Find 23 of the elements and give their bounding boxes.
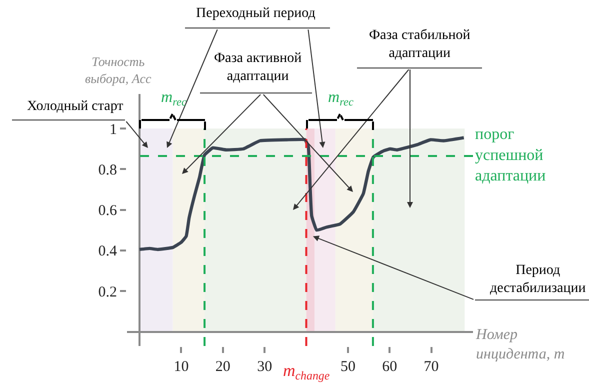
x-tick-label: 50 [340, 359, 356, 375]
text: Холодный старт [27, 99, 124, 114]
annotation: Период дестабилизации [490, 263, 586, 296]
y-tick-label: 0.2 [98, 284, 117, 300]
ref-line-label: порог успешной адаптации [475, 126, 546, 185]
line-series [138, 136, 466, 252]
y-tick-label: 0.6 [98, 203, 118, 220]
y-tick-label: 1 [110, 122, 117, 138]
annotation: m$_{rec}$ [161, 89, 186, 108]
text: Фаза стабильной адаптации [369, 28, 471, 62]
x-tick-label: 10 [174, 359, 189, 375]
x-tick-label: 70 [424, 359, 439, 375]
y-axis-title: Точность выбора, Acc [85, 54, 152, 86]
text: Переходный период [196, 6, 316, 21]
y-tick-label: 0.8 [98, 162, 117, 178]
annotation: m$_{rec}$ [328, 89, 354, 108]
x-tick-label: 20 [215, 359, 230, 375]
ref-line-label: m$_{change}$ [283, 361, 330, 383]
y-tick-label: 0.4 [98, 244, 118, 260]
x-axis-title: Номер инцидента, m [475, 327, 565, 362]
text: Фаза активной адаптации [214, 51, 302, 84]
x-tick-label: 30 [257, 359, 272, 375]
x-tick-label: 60 [382, 359, 398, 375]
